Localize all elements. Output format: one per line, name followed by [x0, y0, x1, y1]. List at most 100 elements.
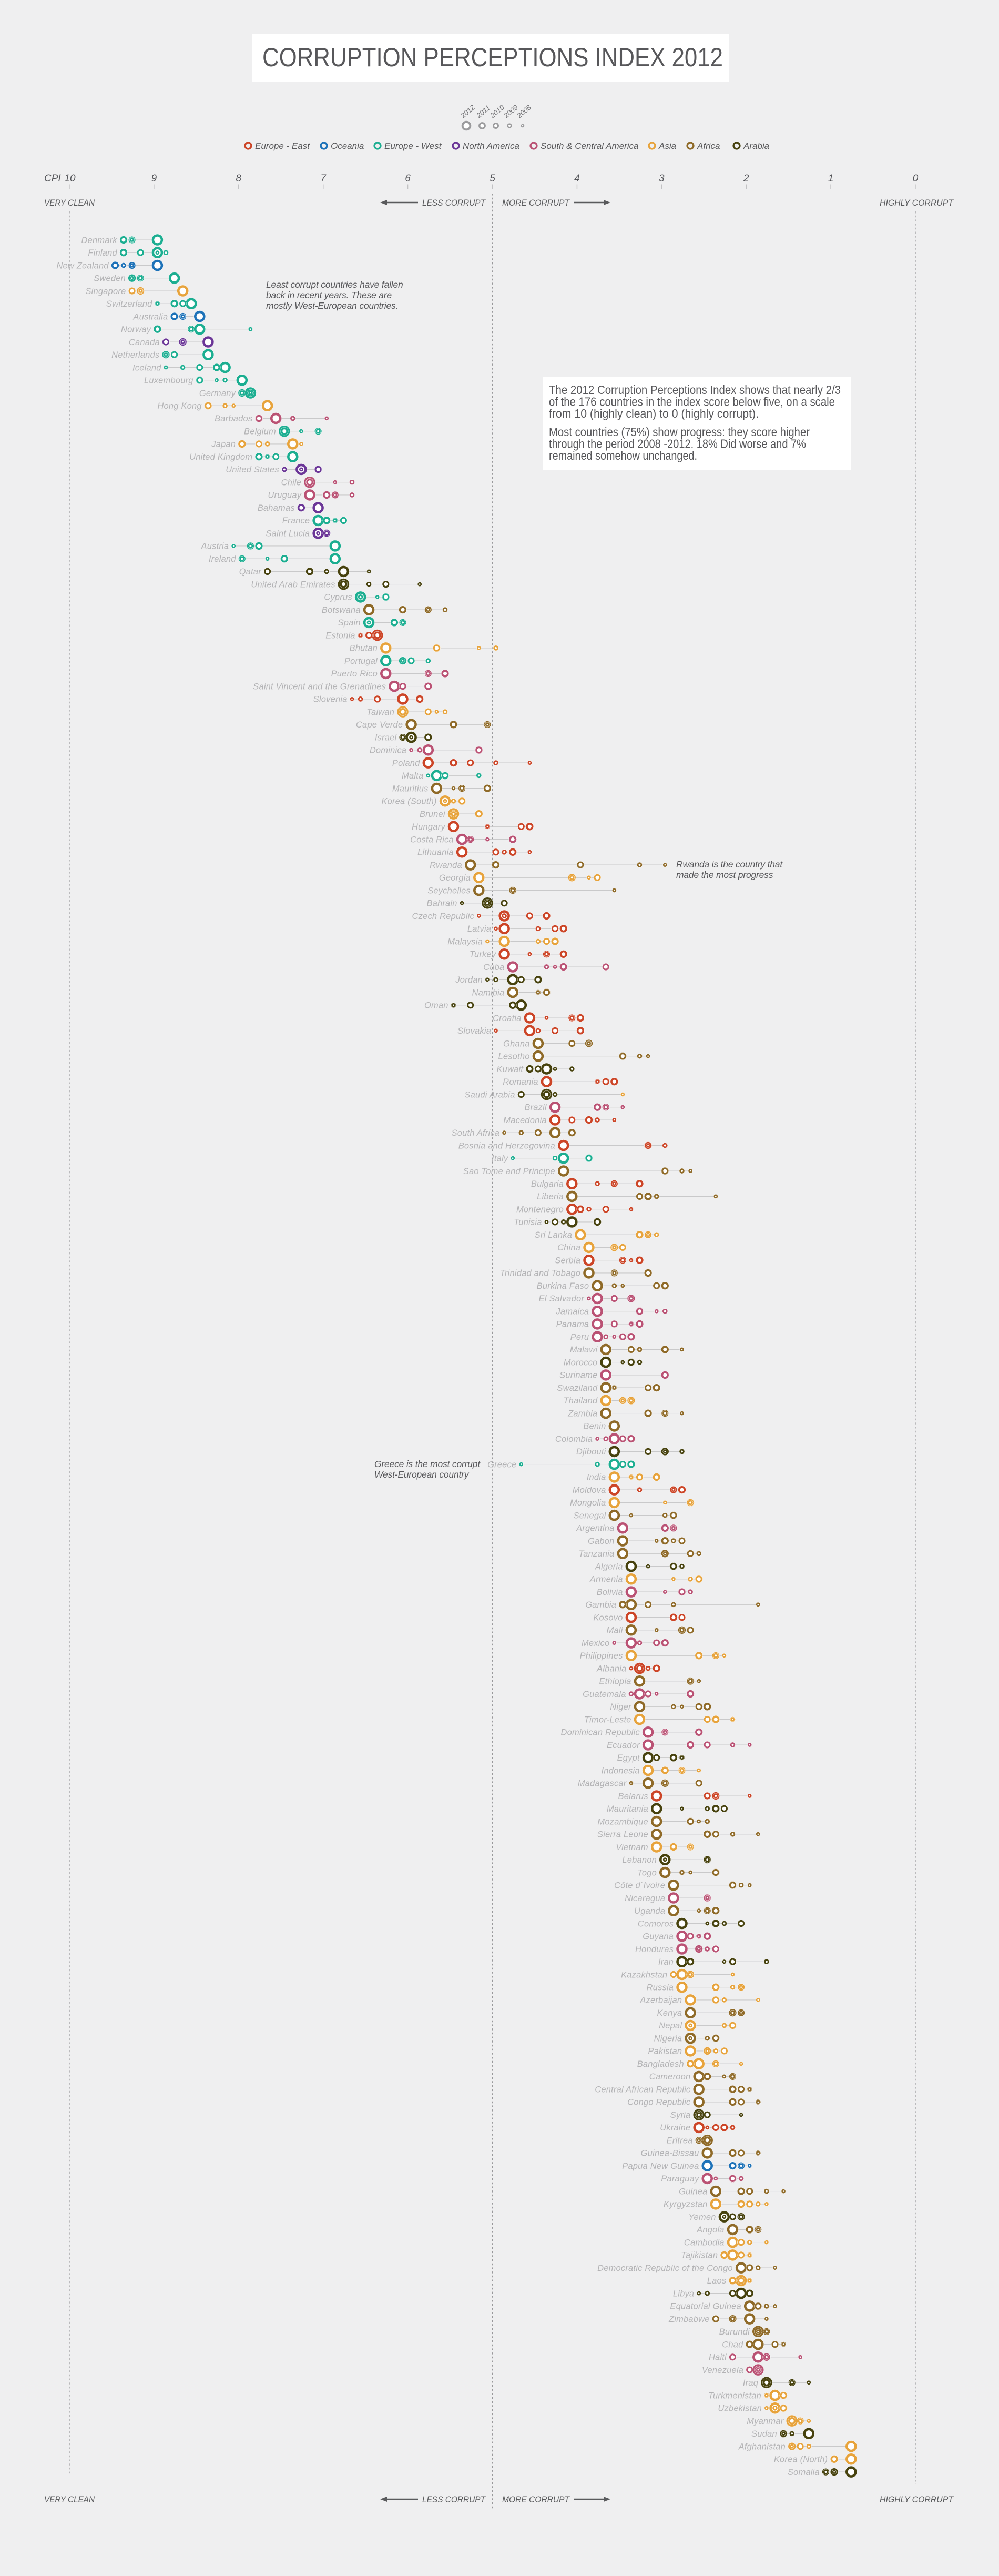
svg-text:Egypt: Egypt	[617, 1753, 640, 1763]
svg-text:Belarus: Belarus	[618, 1792, 648, 1801]
svg-text:United Kingdom: United Kingdom	[189, 452, 252, 462]
svg-text:Greece: Greece	[487, 1460, 516, 1469]
svg-text:Dominica: Dominica	[370, 746, 406, 755]
svg-text:Taiwan: Taiwan	[366, 708, 394, 717]
svg-text:mostly West-European countries: mostly West-European countries.	[266, 300, 398, 311]
svg-text:Cape Verde: Cape Verde	[356, 720, 403, 730]
svg-text:Iraq: Iraq	[743, 2378, 759, 2388]
svg-text:5: 5	[490, 173, 495, 184]
svg-text:Romania: Romania	[503, 1077, 538, 1087]
svg-text:Lithuania: Lithuania	[417, 848, 454, 857]
svg-text:Kosovo: Kosovo	[593, 1613, 623, 1622]
svg-text:Arabia: Arabia	[743, 141, 769, 151]
svg-text:Cambodia: Cambodia	[684, 2238, 725, 2247]
svg-text:Bahamas: Bahamas	[258, 503, 295, 513]
svg-text:Uruguay: Uruguay	[268, 491, 302, 500]
svg-text:Guinea: Guinea	[679, 2187, 707, 2196]
svg-text:Malawi: Malawi	[570, 1345, 598, 1355]
svg-text:Denmark: Denmark	[81, 236, 118, 245]
svg-text:Paraguay: Paraguay	[661, 2174, 700, 2184]
svg-text:Haiti: Haiti	[709, 2353, 727, 2362]
svg-text:Malta: Malta	[402, 771, 423, 781]
svg-text:Uganda: Uganda	[634, 1906, 665, 1916]
svg-text:Jordan: Jordan	[455, 975, 483, 985]
svg-text:Malaysia: Malaysia	[447, 937, 483, 946]
svg-text:Central African Republic: Central African Republic	[595, 2085, 691, 2095]
svg-text:from 10 (highly clean) to 0 (h: from 10 (highly clean) to 0 (highly corr…	[549, 407, 759, 420]
svg-text:Dominican Republic: Dominican Republic	[560, 1728, 640, 1737]
svg-text:Morocco: Morocco	[564, 1358, 598, 1367]
svg-text:Bosnia and Herzegovina: Bosnia and Herzegovina	[458, 1141, 555, 1150]
svg-text:of the 176 countries in the in: of the 176 countries in the index score …	[549, 395, 835, 408]
svg-text:Cameroon: Cameroon	[649, 2072, 691, 2082]
svg-text:Sri Lanka: Sri Lanka	[535, 1230, 573, 1240]
svg-text:Pakistan: Pakistan	[648, 2047, 682, 2056]
svg-text:Yemen: Yemen	[688, 2213, 716, 2222]
svg-text:made the most progress: made the most progress	[676, 870, 773, 880]
svg-text:Italy: Italy	[492, 1154, 509, 1164]
svg-text:Azerbaijan: Azerbaijan	[639, 1996, 682, 2005]
svg-text:The 2012 Corruption Perception: The 2012 Corruption Perceptions Index sh…	[549, 383, 841, 397]
svg-text:Iceland: Iceland	[132, 363, 161, 372]
svg-text:Ecuador: Ecuador	[607, 1741, 640, 1750]
svg-text:Georgia: Georgia	[439, 873, 471, 883]
svg-text:Bahrain: Bahrain	[426, 899, 457, 908]
svg-text:Turkey: Turkey	[470, 950, 497, 959]
svg-text:Togo: Togo	[637, 1868, 657, 1877]
svg-text:Slovenia: Slovenia	[313, 695, 348, 704]
svg-text:Mauritius: Mauritius	[392, 784, 429, 793]
svg-text:Côte d´Ivoire: Côte d´Ivoire	[614, 1881, 665, 1891]
svg-text:Zimbabwe: Zimbabwe	[668, 2315, 710, 2324]
svg-text:Spain: Spain	[338, 618, 361, 628]
svg-text:Timor-Leste: Timor-Leste	[584, 1715, 631, 1724]
svg-text:France: France	[282, 516, 310, 526]
svg-text:Finland: Finland	[88, 248, 117, 258]
svg-text:Sao Tome and Principe: Sao Tome and Principe	[463, 1167, 555, 1176]
svg-text:Saint Vincent and the Grenadin: Saint Vincent and the Grenadines	[253, 682, 386, 691]
svg-text:Vietnam: Vietnam	[616, 1843, 648, 1852]
svg-text:Portugal: Portugal	[344, 656, 378, 666]
svg-text:Mexico: Mexico	[582, 1639, 609, 1648]
svg-text:Equatorial Guinea: Equatorial Guinea	[670, 2302, 741, 2311]
svg-text:Rwanda is the country that: Rwanda is the country that	[676, 859, 783, 870]
svg-text:Mongolia: Mongolia	[570, 1498, 606, 1508]
svg-text:Nigeria: Nigeria	[654, 2034, 682, 2044]
svg-text:Nepal: Nepal	[659, 2021, 682, 2031]
svg-text:Madagascar: Madagascar	[578, 1779, 627, 1789]
svg-text:Niger: Niger	[610, 1702, 632, 1712]
svg-text:Russia: Russia	[647, 1983, 674, 1993]
svg-text:Latvia: Latvia	[467, 924, 491, 934]
svg-text:1: 1	[828, 173, 834, 184]
svg-text:Qatar: Qatar	[239, 567, 262, 577]
svg-text:Tunisia: Tunisia	[514, 1218, 542, 1227]
svg-text:Algeria: Algeria	[595, 1562, 623, 1571]
svg-text:Armenia: Armenia	[589, 1575, 623, 1584]
svg-text:Panama: Panama	[556, 1320, 589, 1329]
svg-text:Sweden: Sweden	[94, 274, 126, 284]
svg-text:Saudi Arabia: Saudi Arabia	[464, 1090, 515, 1099]
svg-text:Ghana: Ghana	[503, 1039, 530, 1048]
svg-text:Estonia: Estonia	[325, 631, 355, 640]
svg-text:HIGHLY CORRUPT: HIGHLY CORRUPT	[880, 198, 954, 208]
svg-text:Moldova: Moldova	[573, 1486, 606, 1495]
svg-text:Serbia: Serbia	[555, 1256, 580, 1266]
svg-text:Eritrea: Eritrea	[667, 2136, 693, 2146]
svg-text:Swaziland: Swaziland	[557, 1383, 598, 1393]
svg-text:Myanmar: Myanmar	[747, 2417, 784, 2426]
svg-text:Ethiopia: Ethiopia	[599, 1677, 631, 1686]
svg-text:Nicaragua: Nicaragua	[625, 1894, 665, 1903]
svg-text:Norway: Norway	[121, 325, 152, 335]
svg-text:Gabon: Gabon	[588, 1537, 615, 1546]
svg-text:Uzbekistan: Uzbekistan	[718, 2404, 762, 2413]
svg-text:United States: United States	[226, 465, 279, 474]
svg-text:8: 8	[236, 173, 242, 184]
svg-text:Israel: Israel	[375, 733, 397, 742]
svg-text:Suriname: Suriname	[559, 1371, 597, 1380]
svg-text:Colombia: Colombia	[555, 1435, 593, 1444]
svg-text:Europe - West: Europe - West	[384, 141, 442, 151]
svg-text:Zambia: Zambia	[567, 1409, 597, 1418]
svg-text:Libya: Libya	[673, 2289, 694, 2298]
svg-text:Bhutan: Bhutan	[350, 644, 378, 653]
svg-text:Guinea-Bissau: Guinea-Bissau	[641, 2149, 699, 2158]
svg-text:10: 10	[64, 173, 76, 184]
